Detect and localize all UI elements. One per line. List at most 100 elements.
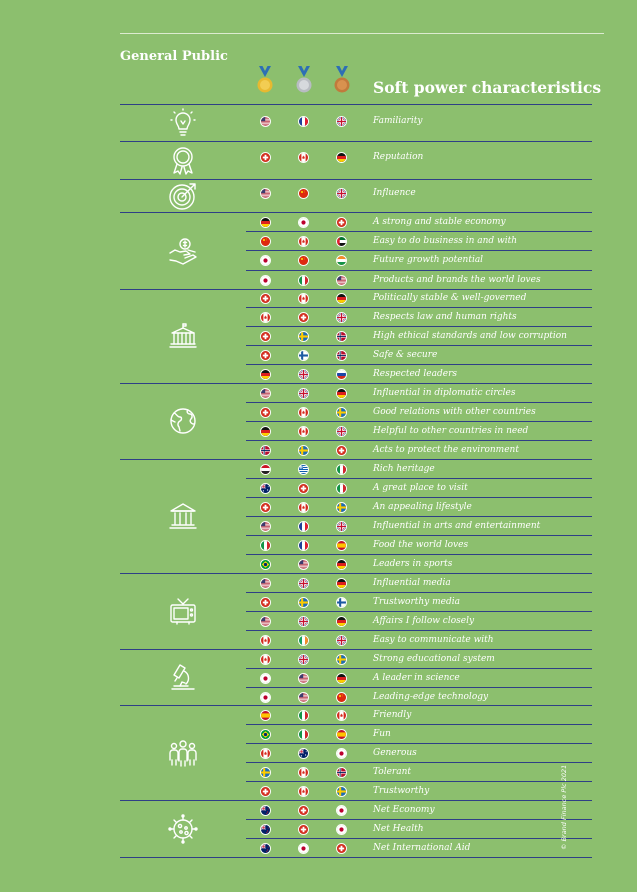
category-separator [120, 141, 592, 142]
flag-it-icon [259, 539, 271, 551]
flag-nz-icon [259, 804, 271, 816]
characteristic-label: Net Health [373, 823, 424, 834]
flag-au-icon [297, 747, 309, 759]
category-separator [120, 212, 592, 213]
flag-ca-icon [297, 785, 309, 797]
flag-se-icon [297, 596, 309, 608]
flag-uk-icon [297, 387, 309, 399]
characteristic-label: Leading-edge technology [373, 691, 489, 702]
row-separator [246, 687, 592, 688]
characteristic-label: A great place to visit [373, 482, 468, 493]
flag-ca-icon [297, 425, 309, 437]
flag-no-icon [335, 349, 347, 361]
characteristic-label: Friendly [373, 709, 412, 720]
category-separator [120, 289, 592, 290]
flag-ch-icon [335, 216, 347, 228]
row-separator [246, 421, 592, 422]
flag-nz-icon [259, 823, 271, 835]
flag-br-icon [259, 558, 271, 570]
table-bottom-rule [120, 857, 592, 858]
flag-it-icon [297, 274, 309, 286]
category-separator [120, 459, 592, 460]
characteristic-label: Reputation [373, 151, 424, 162]
flag-no-icon [335, 330, 347, 342]
flag-ca-icon [259, 653, 271, 665]
row-separator [246, 402, 592, 403]
flag-jp-icon [335, 823, 347, 835]
flag-uk-icon [297, 577, 309, 589]
characteristic-label: Influential media [373, 577, 451, 588]
flag-cn-icon [297, 187, 309, 199]
characteristic-label: Easy to do business in and with [373, 235, 518, 246]
row-separator [246, 364, 592, 365]
silver-medal-icon [296, 66, 312, 93]
flag-ch-icon [259, 596, 271, 608]
flag-no-icon [259, 444, 271, 456]
target-icon [168, 181, 198, 211]
flag-ca-icon [259, 747, 271, 759]
flag-uk-icon [335, 425, 347, 437]
flag-de-icon [335, 615, 347, 627]
row-separator [246, 611, 592, 612]
flag-de-icon [335, 387, 347, 399]
flag-uk-icon [335, 634, 347, 646]
flag-de-icon [335, 672, 347, 684]
flag-us-icon [259, 615, 271, 627]
section-title: General Public [120, 49, 228, 64]
characteristic-label: Safe & secure [373, 349, 438, 360]
characteristic-label: Tolerant [373, 766, 412, 777]
flag-de-icon [335, 558, 347, 570]
flag-ca-icon [297, 292, 309, 304]
flag-us-icon [335, 274, 347, 286]
characteristic-label: Good relations with other countries [373, 406, 536, 417]
flag-ca-icon [259, 634, 271, 646]
gold-medal-icon [257, 66, 273, 93]
flag-es-icon [259, 709, 271, 721]
flag-ru-icon [335, 368, 347, 380]
flag-ch-icon [259, 501, 271, 513]
people-group-icon [168, 738, 198, 768]
flag-uk-icon [335, 311, 347, 323]
category-separator [120, 800, 592, 801]
flag-ch-icon [259, 292, 271, 304]
flag-uk-icon [297, 368, 309, 380]
flag-uk-icon [297, 653, 309, 665]
row-separator [246, 724, 592, 725]
flag-ca-icon [297, 235, 309, 247]
characteristic-label: Politically stable & well-governed [373, 292, 527, 303]
flag-se-icon [297, 330, 309, 342]
characteristic-label: Influential in arts and entertainment [373, 520, 541, 531]
characteristic-label: Acts to protect the environment [373, 444, 519, 455]
flag-ch-icon [259, 330, 271, 342]
characteristic-label: Food the world loves [373, 539, 469, 550]
row-separator [246, 838, 592, 839]
flag-fi-icon [297, 349, 309, 361]
characteristic-label: Respects law and human rights [373, 311, 517, 322]
flag-es-icon [335, 539, 347, 551]
row-separator [246, 478, 592, 479]
flag-us-icon [259, 187, 271, 199]
flag-it-icon [297, 728, 309, 740]
row-separator [246, 516, 592, 517]
characteristic-label: Generous [373, 747, 417, 758]
flag-cn-icon [335, 691, 347, 703]
flag-cn-icon [297, 254, 309, 266]
flag-ca-icon [297, 406, 309, 418]
flag-jp-icon [259, 254, 271, 266]
category-separator [120, 179, 592, 180]
flag-uk-icon [335, 115, 347, 127]
characteristic-label: An appealing lifestyle [373, 501, 472, 512]
category-separator [120, 104, 592, 105]
row-separator [246, 270, 592, 271]
flag-de-icon [335, 577, 347, 589]
row-separator [246, 592, 592, 593]
row-separator [246, 819, 592, 820]
flag-uk-icon [335, 187, 347, 199]
characteristic-label: Easy to communicate with [373, 634, 494, 645]
characteristic-label: Familiarity [373, 115, 423, 126]
flag-de-icon [259, 368, 271, 380]
museum-icon [168, 501, 198, 531]
flag-ch-icon [259, 151, 271, 163]
flag-cn-icon [259, 235, 271, 247]
lightbulb-icon [168, 108, 198, 138]
